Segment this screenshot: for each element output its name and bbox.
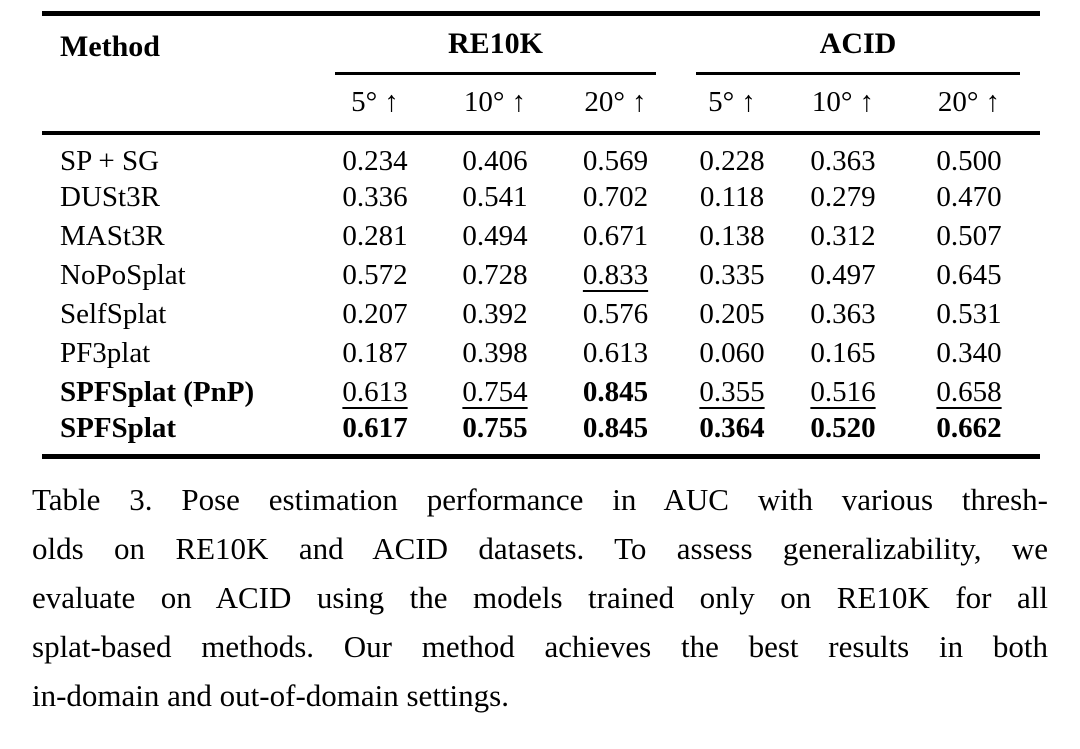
- cell-re10k-20: 0.613: [582, 336, 649, 369]
- method-name: PF3plat: [60, 336, 151, 369]
- results-table: Method RE10K ACID 5° ↑ 10° ↑ 20° ↑ 5° ↑ …: [42, 11, 1041, 459]
- caption-line: Table 3. Pose estimation performance in …: [32, 481, 1048, 517]
- col-header-re10k-5deg: 5° ↑: [351, 86, 399, 118]
- cell-acid-10: 0.363: [810, 297, 876, 330]
- table-row-spfsplat: SPFSplat 0.617 0.755 0.845 0.364 0.520 0…: [42, 412, 1040, 457]
- table-row-selfsplat: SelfSplat 0.207 0.392 0.576 0.205 0.363 …: [42, 295, 1040, 334]
- col-header-acid-10deg: 10° ↑: [811, 86, 875, 118]
- caption-line: evaluate on ACID using the models traine…: [32, 579, 1048, 615]
- cell-acid-20: 0.340: [936, 336, 1002, 369]
- cell-acid-10: 0.312: [810, 219, 876, 252]
- cell-re10k-5: 0.187: [342, 336, 408, 369]
- table-row-mast3r: MASt3R 0.281 0.494 0.671 0.138 0.312 0.5…: [42, 217, 1040, 256]
- method-name: SelfSplat: [60, 297, 167, 330]
- cell-acid-5: 0.138: [699, 219, 765, 252]
- method-name: MASt3R: [60, 219, 165, 252]
- cell-acid-5: 0.355: [699, 375, 765, 408]
- caption-line: splat-based methods. Our method achieves…: [32, 628, 1048, 664]
- cell-acid-10: 0.279: [810, 180, 876, 213]
- col-header-re10k-10deg: 10° ↑: [463, 86, 527, 118]
- cell-re10k-5: 0.613: [342, 375, 408, 408]
- cell-acid-10: 0.520: [810, 411, 876, 444]
- cell-acid-10: 0.165: [810, 336, 876, 369]
- col-header-acid-20deg: 20° ↑: [937, 86, 1001, 118]
- cell-re10k-10: 0.398: [462, 336, 528, 369]
- group-header-acid: ACID: [819, 26, 897, 60]
- cell-acid-10: 0.516: [810, 375, 876, 408]
- cell-acid-5: 0.205: [699, 297, 765, 330]
- method-name: NoPoSplat: [60, 258, 186, 291]
- cell-acid-10: 0.363: [810, 144, 876, 177]
- re10k-cmidrule: [335, 71, 656, 75]
- cell-re10k-10: 0.754: [462, 375, 528, 408]
- cell-re10k-20: 0.671: [582, 219, 649, 252]
- cell-acid-20: 0.658: [936, 375, 1002, 408]
- cell-re10k-10: 0.494: [462, 219, 528, 252]
- cell-acid-20: 0.470: [936, 180, 1002, 213]
- header-cmidrule-row: [42, 71, 1040, 75]
- cell-re10k-5: 0.572: [342, 258, 408, 291]
- method-name: SPFSplat (PnP): [60, 375, 255, 408]
- col-header-acid-5deg: 5° ↑: [708, 86, 756, 118]
- caption-line: olds on RE10K and ACID datasets. To asse…: [32, 530, 1048, 566]
- table-caption: Table 3. Pose estimation performance in …: [32, 475, 1048, 720]
- cell-re10k-20: 0.569: [582, 144, 649, 177]
- method-name: SP + SG: [60, 144, 160, 177]
- cell-re10k-5: 0.207: [342, 297, 408, 330]
- cell-re10k-20: 0.845: [582, 411, 649, 444]
- cell-acid-10: 0.497: [810, 258, 876, 291]
- table-row-dust3r: DUSt3R 0.336 0.541 0.702 0.118 0.279 0.4…: [42, 178, 1040, 217]
- table-row-noposplat: NoPoSplat 0.572 0.728 0.833 0.335 0.497 …: [42, 256, 1040, 295]
- cell-re10k-20: 0.702: [582, 180, 649, 213]
- acid-cmidrule: [696, 71, 1021, 75]
- cell-re10k-20: 0.576: [582, 297, 649, 330]
- caption-line: in-domain and out-of-domain settings.: [32, 677, 509, 713]
- method-name: DUSt3R: [60, 180, 160, 213]
- group-header-re10k: RE10K: [447, 26, 543, 60]
- cell-acid-5: 0.228: [699, 144, 765, 177]
- header-threshold-row: 5° ↑ 10° ↑ 20° ↑ 5° ↑ 10° ↑ 20° ↑: [42, 75, 1040, 133]
- cell-acid-5: 0.118: [699, 180, 765, 213]
- cell-re10k-5: 0.617: [342, 411, 408, 444]
- cell-re10k-5: 0.234: [342, 144, 408, 177]
- cell-re10k-5: 0.281: [342, 219, 408, 252]
- cell-acid-20: 0.662: [936, 411, 1002, 444]
- cell-acid-20: 0.500: [936, 144, 1002, 177]
- cell-re10k-10: 0.541: [462, 180, 528, 213]
- col-header-re10k-20deg: 20° ↑: [584, 86, 647, 118]
- method-name: SPFSplat: [60, 411, 177, 444]
- table-row-spfsplat-pnp: SPFSplat (PnP) 0.613 0.754 0.845 0.355 0…: [42, 373, 1040, 412]
- cell-re10k-10: 0.755: [462, 411, 528, 444]
- header-group-row: Method RE10K ACID: [42, 14, 1040, 72]
- cell-acid-20: 0.507: [936, 219, 1002, 252]
- cell-acid-5: 0.060: [699, 336, 765, 369]
- cell-acid-20: 0.645: [936, 258, 1002, 291]
- table-row-sp-sg: SP + SG 0.234 0.406 0.569 0.228 0.363 0.…: [42, 133, 1040, 178]
- cell-re10k-10: 0.392: [462, 297, 528, 330]
- cell-acid-20: 0.531: [936, 297, 1002, 330]
- cell-re10k-10: 0.406: [462, 144, 528, 177]
- cell-acid-5: 0.335: [699, 258, 765, 291]
- table-row-pf3plat: PF3plat 0.187 0.398 0.613 0.060 0.165 0.…: [42, 334, 1040, 373]
- cell-re10k-5: 0.336: [342, 180, 408, 213]
- cell-acid-5: 0.364: [699, 411, 765, 444]
- col-header-method: Method: [60, 30, 160, 63]
- cell-re10k-20: 0.833: [582, 258, 649, 291]
- cell-re10k-10: 0.728: [462, 258, 528, 291]
- cell-re10k-20: 0.845: [582, 375, 649, 408]
